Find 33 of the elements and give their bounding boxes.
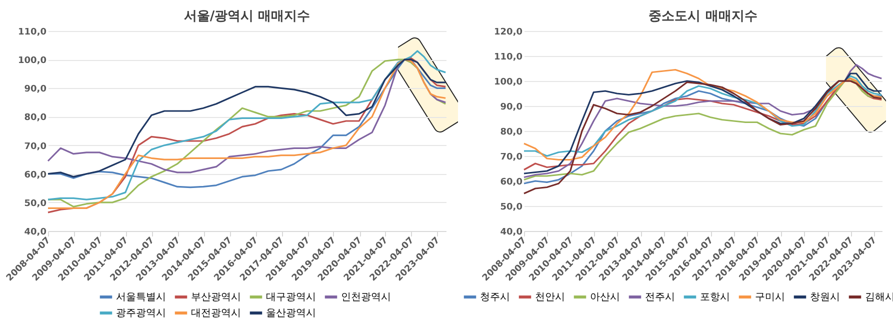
legend-label: 대전광역시 <box>191 308 241 319</box>
y-tick-label: 110,0 <box>494 52 522 62</box>
y-tick-label: 100,0 <box>494 78 522 88</box>
legend-label: 포항시 <box>700 292 730 303</box>
y-tick-label: 60,0 <box>24 170 46 180</box>
y-tick-label: 100,0 <box>18 56 46 66</box>
legend-label: 서울특별시 <box>116 292 166 303</box>
y-tick-label: 40,0 <box>500 228 522 238</box>
y-tick-label: 80,0 <box>500 128 522 138</box>
chart-title: 서울/광역시 매매지수 <box>184 9 310 24</box>
y-tick-label: 60,0 <box>500 178 522 188</box>
legend-label: 청주시 <box>480 292 510 303</box>
legend-label: 부산광역시 <box>191 292 241 303</box>
legend-label: 인천광역시 <box>341 292 391 303</box>
y-tick-label: 80,0 <box>24 113 46 124</box>
y-tick-label: 70,0 <box>24 142 46 152</box>
y-tick-label: 90,0 <box>24 84 46 95</box>
legend-label: 아산시 <box>590 292 620 303</box>
legend-label: 광주광역시 <box>116 308 166 319</box>
y-tick-label: 50,0 <box>500 202 522 212</box>
y-tick-label: 70,0 <box>500 152 522 162</box>
legend-label: 창원시 <box>810 292 840 303</box>
legend-label: 울산광역시 <box>266 308 316 319</box>
y-tick-label: 90,0 <box>500 102 522 112</box>
y-tick-label: 50,0 <box>24 198 46 209</box>
legend-label: 천안시 <box>535 292 565 303</box>
legend-label: 대구광역시 <box>266 292 316 303</box>
y-tick-label: 120,0 <box>494 28 522 38</box>
y-tick-label: 110,0 <box>18 28 46 38</box>
y-tick-label: 40,0 <box>24 228 46 238</box>
legend-label: 구미시 <box>755 292 785 303</box>
chart-title: 중소도시 매매지수 <box>648 9 758 24</box>
legend-label: 전주시 <box>645 292 675 303</box>
